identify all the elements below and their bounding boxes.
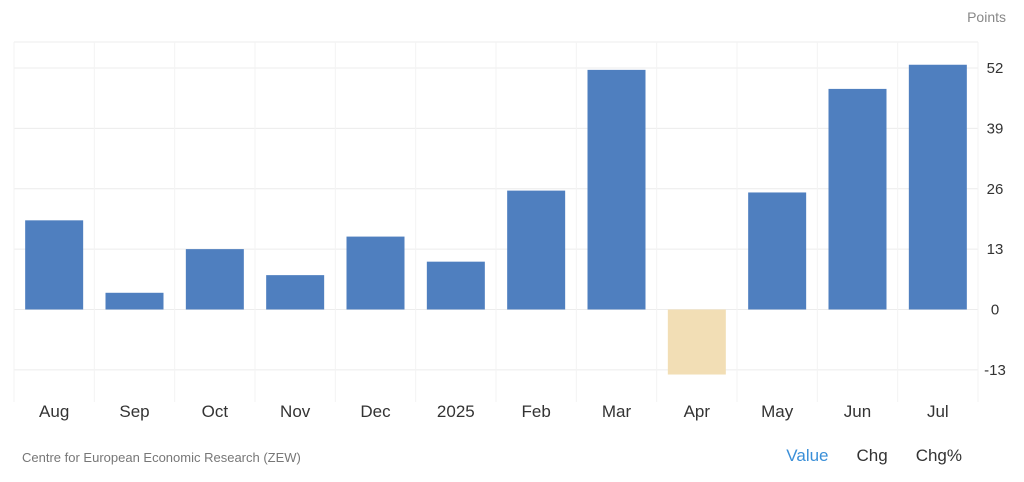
x-tick-label: Jun xyxy=(844,402,871,421)
bar-sep xyxy=(105,292,164,310)
tab-chg[interactable]: Chg xyxy=(856,446,888,465)
bar-feb xyxy=(507,190,566,310)
x-tick-label: Feb xyxy=(522,402,551,421)
chart-footer: Centre for European Economic Research (Z… xyxy=(0,440,1024,476)
tab-value[interactable]: Value xyxy=(786,446,829,465)
x-tick-label: Dec xyxy=(360,402,391,421)
bar-jun xyxy=(828,88,887,310)
x-tick-label: Oct xyxy=(202,402,229,421)
bar-nov xyxy=(266,275,325,310)
bar-jul xyxy=(908,64,967,310)
tab-chg-percent[interactable]: Chg% xyxy=(915,446,962,465)
bar-chart: -13 0 13 26 39 52 Aug Sep Oct Nov Dec 2025 Feb Mar Apr… xyxy=(13,41,1006,421)
bar-2025 xyxy=(426,261,485,310)
bar-oct xyxy=(185,249,244,310)
y-axis-unit-label: Points xyxy=(967,9,1006,25)
y-tick-label: 26 xyxy=(987,181,1004,198)
y-tick-label: -13 xyxy=(984,362,1006,379)
bar-aug xyxy=(25,220,84,310)
x-tick-label: Mar xyxy=(602,402,632,421)
bar-mar xyxy=(587,69,646,310)
x-tick-label: 2025 xyxy=(437,402,475,421)
x-tick-label: May xyxy=(761,402,794,421)
x-tick-label: Apr xyxy=(684,402,711,421)
y-tick-label: 52 xyxy=(987,60,1004,77)
bar-dec xyxy=(346,236,405,310)
x-tick-label: Sep xyxy=(119,402,149,421)
x-tick-label: Nov xyxy=(280,402,311,421)
bar-apr xyxy=(667,309,726,375)
bar-may xyxy=(748,192,807,310)
source-label: Centre for European Economic Research (Z… xyxy=(22,450,301,465)
y-tick-label: 13 xyxy=(987,241,1004,258)
x-tick-label: Jul xyxy=(927,402,949,421)
view-tabs: Value Chg Chg% xyxy=(772,446,976,466)
y-tick-label: 0 xyxy=(991,302,999,319)
x-tick-label: Aug xyxy=(39,402,69,421)
y-tick-label: 39 xyxy=(987,120,1004,137)
